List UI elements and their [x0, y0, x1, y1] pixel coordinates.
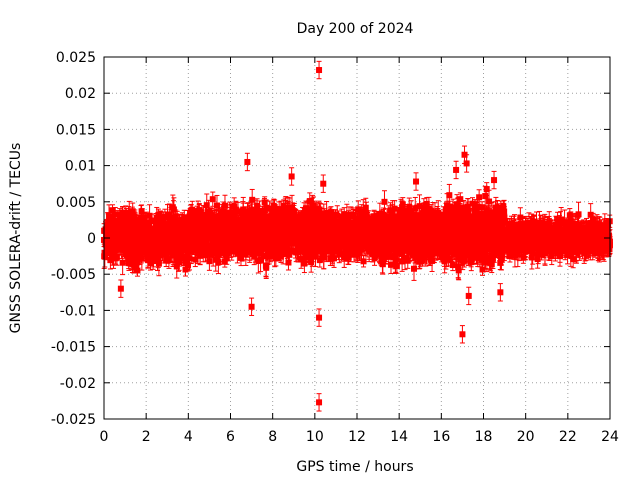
y-tick-label: 0.01	[65, 159, 96, 175]
x-tick-label: 2	[142, 429, 151, 445]
data-point	[288, 167, 295, 186]
x-tick-label: 18	[475, 429, 493, 445]
x-tick-label: 14	[390, 429, 408, 445]
y-tick-label: -0.005	[51, 267, 96, 283]
data-point	[459, 325, 466, 344]
chart-title: Day 200 of 2024	[297, 21, 414, 37]
x-tick-label: 10	[306, 429, 324, 445]
data-point	[117, 279, 124, 298]
x-tick-label: 20	[517, 429, 535, 445]
data-layer	[101, 60, 613, 412]
data-point	[320, 174, 327, 193]
y-tick-label: 0.015	[56, 122, 96, 138]
y-tick-label: 0.025	[56, 50, 96, 66]
data-point	[497, 283, 504, 302]
y-tick-label: 0	[87, 231, 96, 247]
data-point	[413, 172, 420, 191]
y-tick-label: 0.005	[56, 195, 96, 211]
x-tick-label: 6	[226, 429, 235, 445]
y-tick-label: -0.01	[60, 303, 96, 319]
data-point	[244, 152, 251, 172]
data-point	[465, 286, 472, 306]
x-axis-title: GPS time / hours	[296, 459, 413, 475]
x-tick-label: 12	[348, 429, 366, 445]
x-tick-label: 0	[100, 429, 109, 445]
x-tick-label: 22	[559, 429, 577, 445]
x-tick-label: 24	[601, 429, 619, 445]
y-tick-label: 0.02	[65, 86, 96, 102]
data-point	[491, 170, 498, 190]
y-axis-title: GNSS SOLERA-drift / TECUs	[8, 143, 24, 334]
x-tick-label: 4	[184, 429, 193, 445]
data-point	[453, 160, 460, 180]
data-point	[248, 297, 255, 316]
y-tick-label: -0.025	[51, 412, 96, 428]
x-tick-label: 8	[268, 429, 277, 445]
y-tick-label: -0.015	[51, 340, 96, 356]
data-point	[316, 393, 323, 412]
data-point	[316, 308, 323, 327]
y-tick-label: -0.02	[60, 376, 96, 392]
data-point	[316, 60, 323, 80]
x-tick-label: 16	[432, 429, 450, 445]
